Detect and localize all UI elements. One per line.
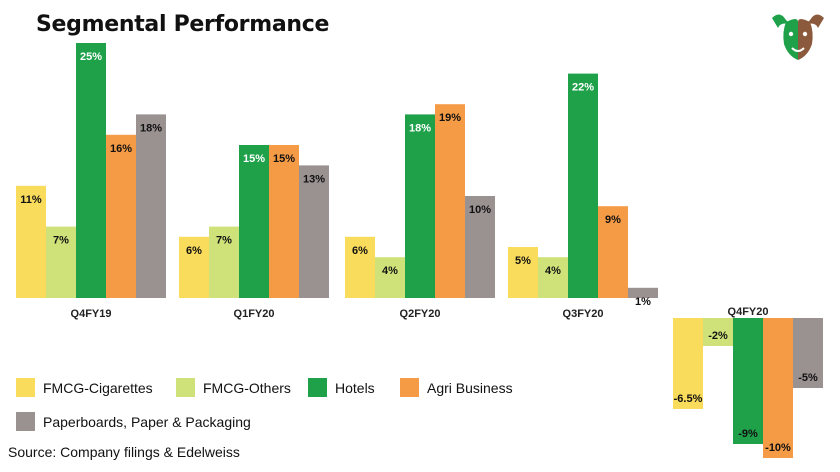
bar bbox=[405, 114, 435, 299]
legend-item-hotels: Hotels bbox=[308, 378, 375, 397]
legend-item-paperboards: Paperboards, Paper & Packaging bbox=[16, 412, 251, 431]
legend-item-agri-business: Agri Business bbox=[400, 378, 513, 397]
data-label: -2% bbox=[708, 330, 728, 342]
data-label: 13% bbox=[303, 173, 325, 185]
legend-label: Paperboards, Paper & Packaging bbox=[43, 413, 251, 430]
bar bbox=[136, 114, 166, 299]
data-label: 5% bbox=[515, 255, 531, 267]
data-label: -6.5% bbox=[674, 393, 703, 405]
legend-swatch bbox=[16, 412, 35, 431]
bull-bear-icon bbox=[772, 14, 824, 60]
legend-label: FMCG-Others bbox=[203, 379, 291, 396]
bar bbox=[538, 257, 568, 298]
data-label: 18% bbox=[409, 122, 431, 134]
bar bbox=[435, 104, 465, 298]
data-label: 19% bbox=[439, 112, 461, 124]
legend-label: Hotels bbox=[335, 379, 375, 396]
bar bbox=[598, 206, 628, 298]
legend-label: FMCG-Cigarettes bbox=[43, 379, 153, 396]
bar bbox=[239, 145, 269, 298]
data-label: -10% bbox=[765, 442, 791, 454]
legend-swatch bbox=[16, 378, 35, 397]
legend-item-fmcg-others: FMCG-Others bbox=[176, 378, 291, 397]
bar bbox=[673, 318, 703, 409]
bar bbox=[465, 196, 495, 298]
legend-item-fmcg-cigarettes: FMCG-Cigarettes bbox=[16, 378, 153, 397]
bar bbox=[46, 226, 76, 298]
data-label: 25% bbox=[80, 51, 102, 63]
source-note: Source: Company filings & Edelweiss bbox=[8, 444, 240, 460]
bar bbox=[299, 165, 329, 298]
data-label: 18% bbox=[140, 122, 162, 134]
legend-swatch bbox=[400, 378, 419, 397]
bar-group-q4fy20: -6.5% -2% -9% -10% -5% Q4FY20 bbox=[673, 306, 823, 458]
bar bbox=[269, 145, 299, 298]
category-label: Q2FY20 bbox=[400, 308, 441, 320]
bar bbox=[179, 236, 209, 298]
bar-group-q2fy20: 6% 4% 18% 19% 10% Q2FY20 bbox=[345, 104, 495, 320]
data-label: 11% bbox=[20, 194, 42, 206]
bar bbox=[345, 236, 375, 298]
data-label: -9% bbox=[738, 428, 758, 440]
category-label: Q1FY20 bbox=[234, 308, 275, 320]
bar-group-q1fy20: 6% 7% 15% 15% 13% Q1FY20 bbox=[179, 145, 329, 320]
data-label: 4% bbox=[545, 265, 561, 277]
bar bbox=[793, 318, 823, 388]
legend-swatch bbox=[308, 378, 327, 397]
bar bbox=[733, 318, 763, 444]
legend-swatch bbox=[176, 378, 195, 397]
data-label: 7% bbox=[53, 235, 69, 247]
data-label: 6% bbox=[352, 245, 368, 257]
bar bbox=[209, 226, 239, 298]
bar bbox=[16, 185, 46, 298]
data-label: 16% bbox=[110, 143, 132, 155]
bar bbox=[628, 287, 658, 298]
category-label: Q3FY20 bbox=[563, 308, 604, 320]
data-label: -5% bbox=[798, 372, 818, 384]
bar bbox=[508, 247, 538, 298]
data-label: 15% bbox=[273, 153, 295, 165]
category-label: Q4FY20 bbox=[728, 306, 769, 318]
bar bbox=[703, 318, 733, 346]
bar bbox=[568, 73, 598, 298]
bar-group-q4fy19: 11% 7% 25% 16% 18% Q4FY19 bbox=[16, 43, 166, 320]
data-label: 6% bbox=[186, 245, 202, 257]
data-label: 9% bbox=[605, 214, 621, 226]
legend-label: Agri Business bbox=[427, 379, 513, 396]
data-label: 4% bbox=[382, 265, 398, 277]
data-label: 1% bbox=[635, 296, 651, 308]
chart-title: Segmental Performance bbox=[36, 12, 330, 37]
bar bbox=[76, 43, 106, 298]
data-label: 10% bbox=[469, 204, 491, 216]
category-label: Q4FY19 bbox=[71, 308, 112, 320]
bar bbox=[106, 134, 136, 298]
data-label: 15% bbox=[243, 153, 265, 165]
data-label: 7% bbox=[216, 235, 232, 247]
bar bbox=[763, 318, 793, 458]
data-label: 22% bbox=[572, 82, 594, 94]
bar bbox=[375, 257, 405, 298]
bar-group-q3fy20: 5% 4% 22% 9% 1% Q3FY20 bbox=[508, 73, 658, 320]
